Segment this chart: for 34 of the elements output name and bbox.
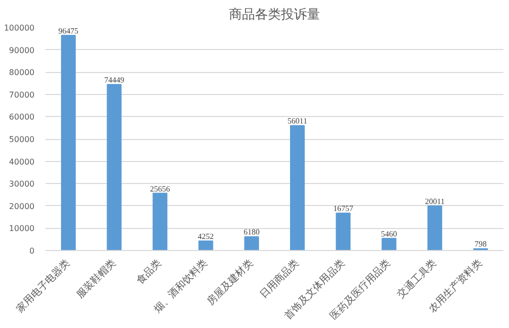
y-tick-label: 60000 bbox=[9, 112, 35, 122]
x-tick-label: 食品类 bbox=[134, 256, 164, 287]
bar bbox=[382, 238, 396, 250]
y-tick-label: 80000 bbox=[9, 68, 35, 78]
data-label: 20011 bbox=[424, 196, 445, 206]
y-tick-label: 100000 bbox=[4, 24, 35, 32]
y-tick-label: 40000 bbox=[9, 157, 35, 166]
data-label: 6180 bbox=[244, 228, 260, 237]
data-label: 56011 bbox=[288, 116, 308, 126]
bar bbox=[152, 192, 168, 250]
bar bbox=[106, 84, 122, 250]
bar bbox=[61, 34, 76, 250]
data-label: 5460 bbox=[381, 229, 397, 238]
y-tick-label: 10000 bbox=[9, 224, 35, 234]
y-tick-label: 90000 bbox=[9, 46, 35, 55]
bar bbox=[290, 125, 305, 250]
data-label: 4252 bbox=[198, 232, 214, 242]
bar bbox=[427, 205, 442, 250]
bar bbox=[336, 212, 351, 250]
y-tick-label: 30000 bbox=[9, 180, 35, 189]
data-label: 96475 bbox=[58, 26, 78, 36]
data-label: 74449 bbox=[104, 75, 124, 84]
data-label: 16757 bbox=[333, 204, 354, 214]
bar bbox=[244, 236, 259, 250]
y-tick-label: 20000 bbox=[9, 202, 35, 211]
chart-title: 商品各类投诉量 bbox=[229, 8, 320, 22]
x-tick-label: 服装鞋帽类 bbox=[74, 256, 118, 301]
y-tick-label: 50000 bbox=[9, 135, 35, 144]
data-label: 25656 bbox=[150, 184, 170, 194]
y-tick-label: 70000 bbox=[9, 90, 35, 100]
data-label: 798 bbox=[474, 240, 487, 249]
y-tick-label: 0 bbox=[29, 246, 35, 256]
bar bbox=[198, 240, 214, 250]
x-tick-label: 家用电子电器类 bbox=[14, 256, 72, 315]
